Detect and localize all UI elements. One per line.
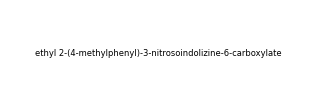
Text: ethyl 2-(4-methylphenyl)-3-nitrosoindolizine-6-carboxylate: ethyl 2-(4-methylphenyl)-3-nitrosoindoli… bbox=[35, 49, 282, 59]
